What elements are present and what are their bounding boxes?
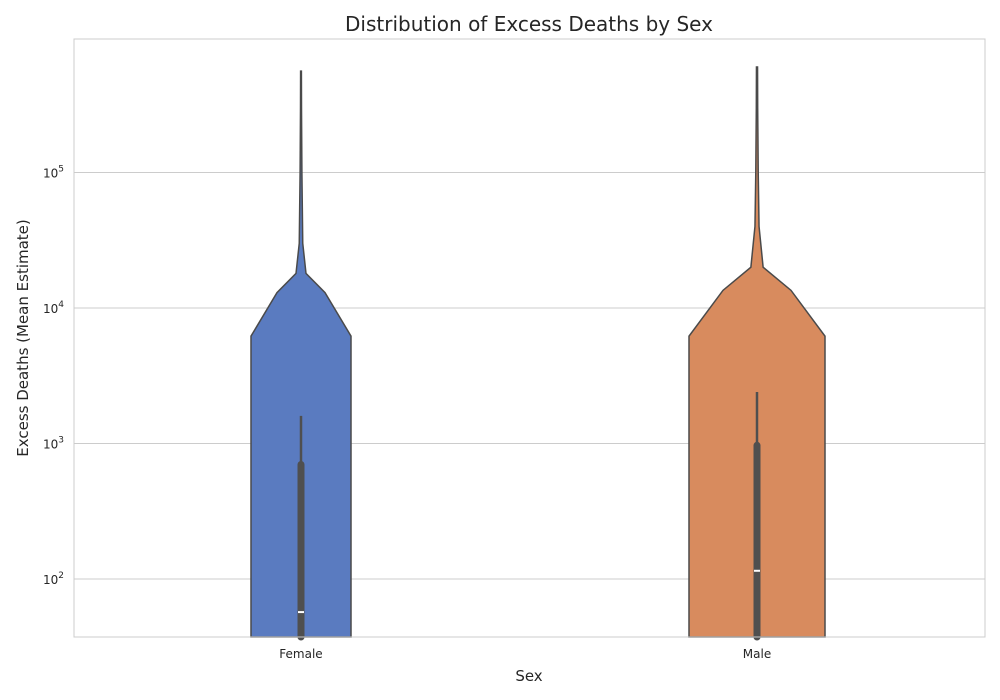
plot-frame [73,38,986,638]
y-axis-label: Excess Deaths (Mean Estimate) [14,219,32,457]
x-axis-label: Sex [515,667,542,685]
y-tick-label: 105 [43,165,64,181]
chart-title: Distribution of Excess Deaths by Sex [345,12,713,36]
y-tick-label: 102 [43,571,64,587]
violin-male [688,66,826,641]
violins [250,66,826,641]
violin-body [688,66,826,638]
x-tick-labels: Female Male [279,647,771,661]
y-tick-label: 104 [43,300,64,316]
y-tick-label: 103 [43,436,64,452]
grid-lines [74,172,985,580]
violin-body [250,70,352,638]
x-tick-label: Female [279,647,322,661]
violin-female [250,70,352,641]
y-tick-labels: 102 103 104 105 [43,165,64,588]
x-tick-label: Male [743,647,771,661]
